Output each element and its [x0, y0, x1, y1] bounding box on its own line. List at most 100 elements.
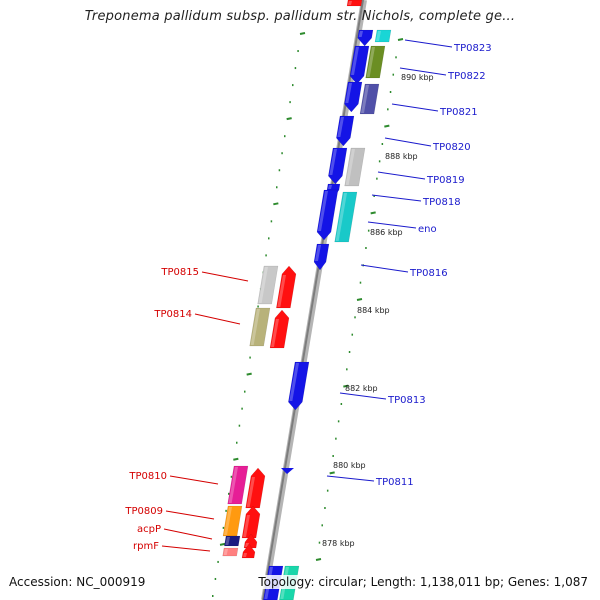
connector-tp0815 — [201, 271, 249, 282]
gene-block-eno-shine — [335, 193, 347, 241]
gene-label-tp0815[interactable]: TP0815 — [160, 267, 199, 278]
gene-label-tp0809[interactable]: TP0809 — [124, 506, 163, 517]
gene-label-tp0816[interactable]: TP0816 — [409, 268, 448, 279]
gene-block-tp0819 — [344, 147, 366, 187]
gene-label-tp0814[interactable]: TP0814 — [153, 309, 192, 320]
label-connectors — [161, 39, 453, 552]
connector-tp0823 — [404, 39, 453, 48]
kbp-label-884: 884 kbp — [357, 306, 390, 315]
gene-block-tp0813-arrow-shine — [289, 363, 299, 401]
right-rail-tick — [397, 38, 404, 41]
gene-label-eno[interactable]: eno — [418, 224, 437, 235]
gene-block-tp0820-arrow — [336, 115, 355, 147]
connector-tp0820 — [384, 137, 432, 147]
kbp-label-882: 882 kbp — [345, 384, 378, 393]
right-rail-tick — [343, 384, 349, 388]
gene-block-acpp — [224, 535, 241, 547]
connector-rpmf — [161, 545, 211, 552]
gene-block-tp0818-arrow — [316, 189, 339, 241]
gene-block-eno — [334, 191, 358, 243]
gene-block-tp0809-shine — [224, 507, 232, 535]
gene-block-tp0819-shine — [345, 149, 355, 185]
gene-block-rpmf — [222, 547, 239, 557]
gene-block-tp0822-shine — [366, 47, 375, 77]
gene-label-tp0811[interactable]: TP0811 — [375, 477, 414, 488]
gene-label-tp0819[interactable]: TP0819 — [426, 175, 465, 186]
connector-tp0819 — [377, 171, 426, 180]
gene-block-rpmf-arrow — [241, 543, 256, 559]
gene-block-tp0823-arrow-shine — [358, 31, 363, 37]
connector-tp0809 — [165, 510, 215, 520]
gene-block-tp0819-arrow — [328, 147, 348, 185]
gene-block-tp0809-arrow-shine — [243, 515, 250, 537]
connector-tp0816 — [360, 264, 409, 273]
kbp-label-888: 888 kbp — [385, 152, 418, 161]
gene-label-rpmf[interactable]: rpmF — [133, 541, 159, 552]
gene-label-tp0810[interactable]: TP0810 — [128, 471, 167, 482]
right-rail-tick — [370, 211, 376, 215]
connector-tp0821 — [391, 103, 439, 112]
gene-block-tp0815 — [257, 265, 279, 305]
gene-block-tp0810-arrow-shine — [246, 477, 255, 507]
gene-block-tp0810-shine — [228, 467, 238, 503]
gene-block-tp0813-arrow — [288, 361, 310, 411]
gene-label-tp0823[interactable]: TP0823 — [453, 43, 492, 54]
connector-eno — [367, 221, 417, 229]
gene-block-tp0811-marker — [281, 468, 294, 474]
connector-tp0818 — [371, 194, 422, 202]
gene-block-tp0819-arrow-shine — [329, 149, 337, 175]
gene-block-tp0820-arrow-shine — [337, 117, 344, 137]
gene-block-tp0822-arrow — [349, 45, 370, 85]
gene-label-tp0813[interactable]: TP0813 — [387, 395, 426, 406]
left-rail-tick — [219, 542, 226, 546]
gene-block-rpmf-arrow-shine — [243, 553, 247, 557]
gene-block-tp0814-arrow — [269, 309, 290, 349]
left-rail-tick — [233, 457, 239, 461]
gene-block-tp0810 — [227, 465, 249, 505]
gene-label-acpp[interactable]: acpP — [137, 524, 161, 535]
connector-tp0811 — [326, 475, 375, 482]
right-rail-tick — [329, 471, 335, 475]
kbp-label-886: 886 kbp — [370, 228, 403, 237]
gene-label-tp0818[interactable]: TP0818 — [422, 197, 461, 208]
connector-acpp — [163, 528, 213, 540]
gene-block-tp0823 — [374, 29, 392, 43]
gene-block-tp0815-shine — [258, 267, 268, 303]
gene-block-tp0816-arrow-shine — [315, 245, 321, 261]
gene-block-tp0821-shine — [361, 85, 369, 113]
gene-block-tp0821 — [359, 83, 380, 115]
gene-block-acpp-shine — [225, 537, 230, 545]
right-rail-tick — [315, 558, 322, 561]
gene-block-tp0816-arrow — [313, 243, 330, 271]
gene-block-tp0822 — [365, 45, 386, 79]
accession-text: Accession: NC_000919 — [9, 575, 146, 589]
gene-block-tp0814-arrow-shine — [271, 319, 279, 347]
gene-label-tp0822[interactable]: TP0822 — [447, 71, 486, 82]
gene-block-tp0814 — [249, 307, 271, 347]
gene-blocks — [222, 0, 392, 600]
gene-block-tp0821-arrow — [344, 81, 363, 113]
connector-tp0814 — [194, 313, 241, 325]
map-title: Treponema pallidum subsp. pallidum str. … — [84, 9, 516, 24]
left-rail-tick — [246, 372, 252, 376]
gene-block-tp0815-arrow — [276, 265, 297, 309]
topology-text: Topology: circular; Length: 1,138,011 bp… — [256, 575, 590, 589]
connector-tp0813 — [339, 392, 387, 400]
gene-block-small-shine — [328, 185, 332, 189]
left-rail-tick — [273, 202, 279, 206]
kbp-label-880: 880 kbp — [333, 461, 366, 470]
gene-block-tp0822-arrow-shine — [351, 47, 359, 75]
left-rail-tick — [286, 117, 292, 121]
right-rail-tick — [356, 298, 363, 301]
right-rail-tick — [384, 124, 390, 128]
kbp-label-878: 878 kbp — [322, 539, 355, 548]
gene-block-top-red — [346, 0, 363, 7]
gene-block-tp0823-arrow — [357, 29, 374, 47]
gene-label-tp0820[interactable]: TP0820 — [432, 142, 471, 153]
gene-block-tp0823-shine — [376, 31, 381, 41]
gene-block-rpmf-shine — [223, 549, 228, 555]
gene-block-tp0814-shine — [250, 309, 260, 345]
gene-block-top-red-shine — [348, 1, 352, 5]
gene-label-tp0821[interactable]: TP0821 — [439, 107, 478, 118]
